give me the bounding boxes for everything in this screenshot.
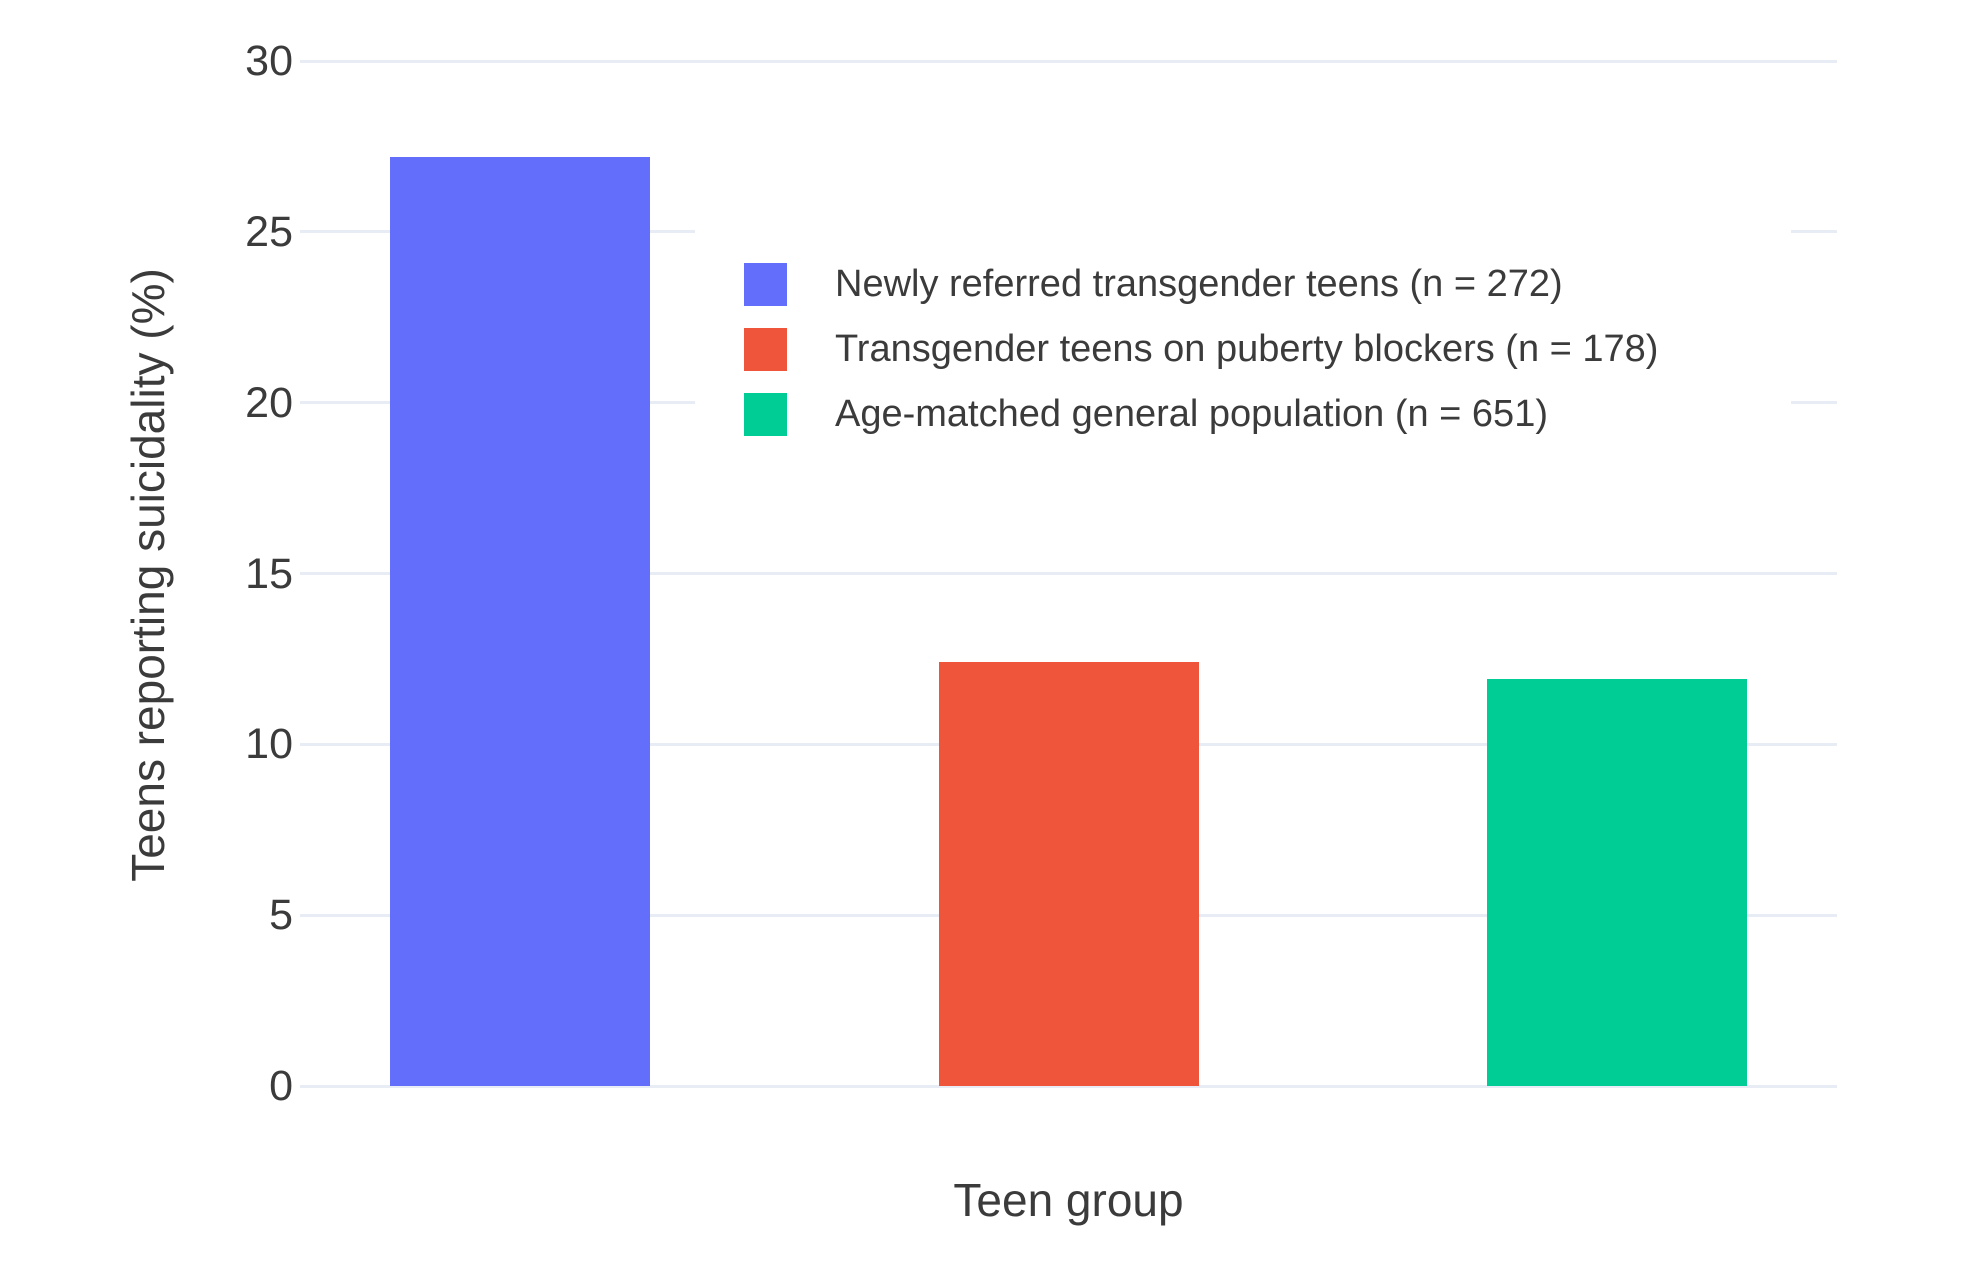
- legend: Newly referred transgender teens (n = 27…: [695, 220, 1791, 464]
- legend-item-2[interactable]: Transgender teens on puberty blockers (n…: [695, 327, 1791, 371]
- y-tick-label-20: 20: [245, 378, 293, 427]
- legend-label: Age-matched general population (n = 651): [835, 393, 1548, 435]
- y-tick-label-30: 30: [245, 37, 293, 85]
- gridline-y-0: [300, 1084, 1837, 1088]
- y-tick-label-0: 0: [269, 1062, 293, 1110]
- y-tick-label-25: 25: [245, 207, 293, 256]
- y-tick-label-10: 10: [245, 720, 293, 769]
- bar-1: [389, 156, 650, 1086]
- legend-item-3[interactable]: Age-matched general population (n = 651): [695, 392, 1791, 436]
- y-tick-label-15: 15: [245, 549, 293, 598]
- y-tick-label-5: 5: [269, 891, 293, 940]
- bar-2: [938, 662, 1199, 1086]
- gridline-y-30: [300, 59, 1837, 63]
- legend-label: Newly referred transgender teens (n = 27…: [835, 263, 1563, 305]
- legend-swatch-icon: [744, 327, 787, 371]
- bar-3: [1487, 679, 1748, 1086]
- legend-label: Transgender teens on puberty blockers (n…: [835, 328, 1659, 370]
- legend-item-1[interactable]: Newly referred transgender teens (n = 27…: [695, 262, 1791, 306]
- legend-swatch-icon: [744, 262, 787, 306]
- legend-swatch-icon: [744, 392, 787, 436]
- x-axis-title: Teen group: [953, 1174, 1184, 1226]
- gridline-y-15: [300, 572, 1837, 575]
